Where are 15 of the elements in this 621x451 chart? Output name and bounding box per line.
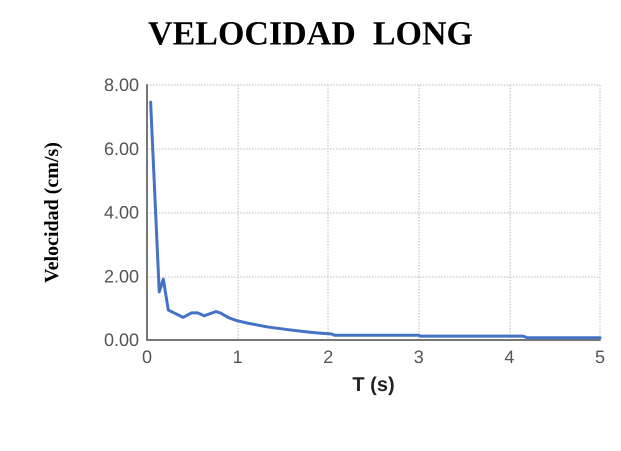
y-tick-label: 2.00 — [104, 266, 139, 286]
y-tick-label: 6.00 — [104, 138, 139, 159]
x-tick-label: 0 — [142, 347, 152, 367]
x-tick-label: 4 — [504, 347, 514, 367]
x-tick-label: 2 — [323, 347, 334, 367]
x-axis-title: T (s) — [352, 374, 395, 396]
y-tick-label: 0.00 — [104, 330, 139, 350]
x-tick-label: 1 — [232, 347, 243, 367]
y-tick-label: 4.00 — [104, 202, 139, 222]
x-tick-label: 3 — [414, 347, 424, 367]
x-tick-label: 5 — [594, 347, 606, 367]
y-axis-title: Velocidad (cm/s) — [41, 142, 63, 283]
chart-title: VELOCIDAD LONG — [148, 16, 473, 52]
y-tick-label: 8.00 — [104, 75, 139, 95]
line-series — [149, 100, 602, 340]
